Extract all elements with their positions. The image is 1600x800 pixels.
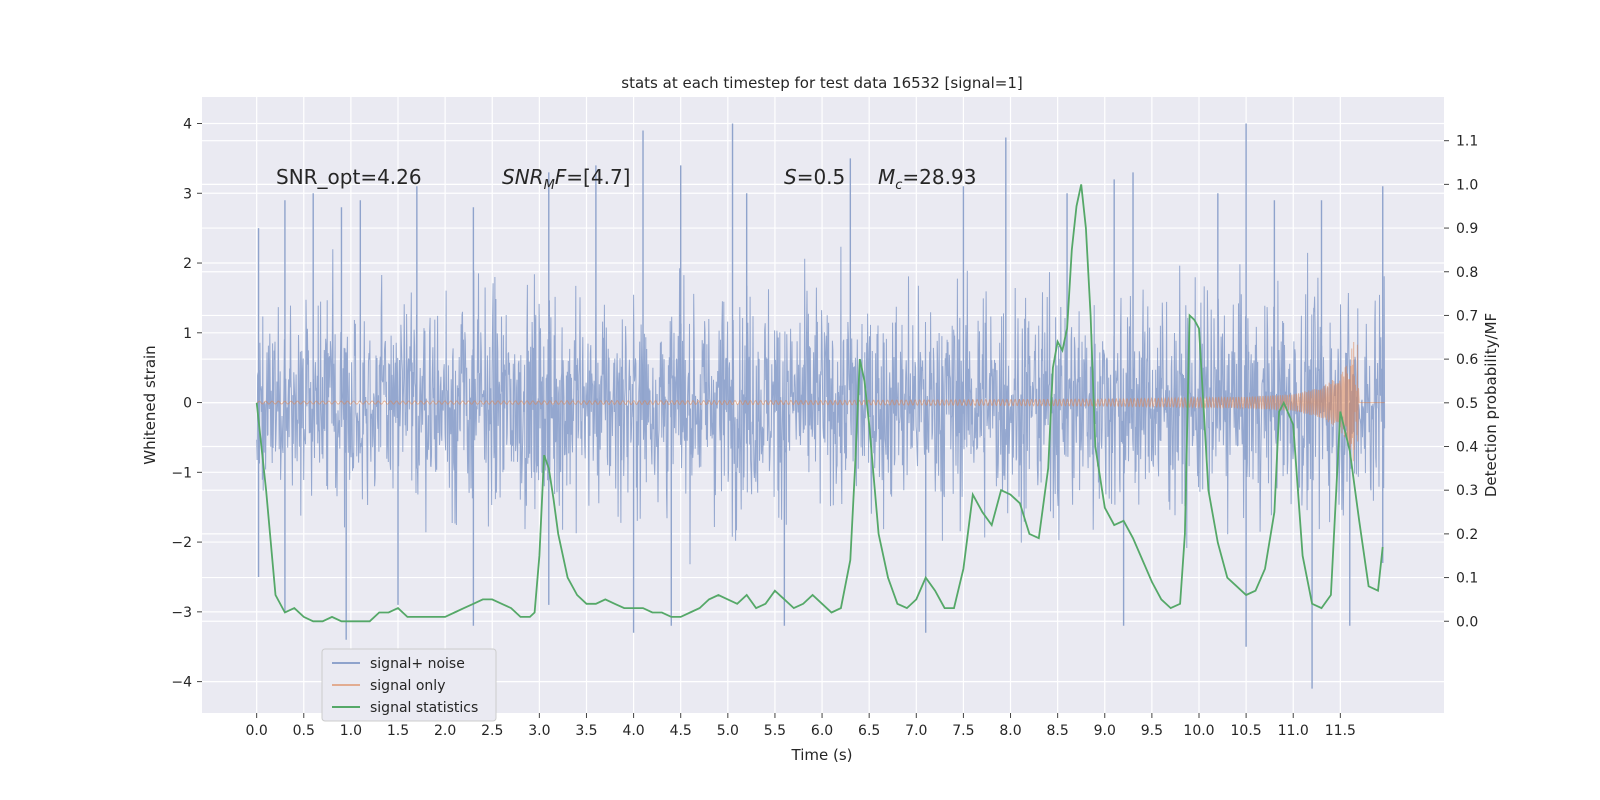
x-tick-label: 5.0 — [717, 723, 739, 739]
signal-statistics-line — [255, 184, 1384, 623]
y2-tick-label: 0.1 — [1456, 571, 1478, 587]
y2-tick-label: 0.2 — [1456, 527, 1478, 543]
y2-axis-label: Detection probability/MF — [1482, 313, 1500, 497]
y-tick-label: 3 — [183, 186, 192, 202]
y-tick-label: −3 — [171, 605, 192, 621]
y2-tick-label: 0.7 — [1456, 308, 1478, 324]
legend-label-signal-only: signal only — [370, 678, 445, 694]
y2-tick-label: 0.5 — [1456, 396, 1478, 412]
x-tick-label: 3.0 — [528, 723, 550, 739]
x-tick-label: 6.5 — [858, 723, 880, 739]
x-tick-label: 1.0 — [340, 723, 362, 739]
y-tick-label: −2 — [171, 535, 192, 551]
y2-axis-ticks: 1.1 1.0 0.9 0.8 0.7 0.6 0.5 0.4 0.3 0.2 0.1 0.0 — [1444, 134, 1478, 630]
x-tick-label: 9.5 — [1141, 723, 1163, 739]
chart-title: stats at each timestep for test data 165… — [621, 74, 1022, 92]
y-axis-label: Whitened strain — [141, 345, 159, 464]
y-tick-label: 2 — [183, 256, 192, 272]
legend-box — [321, 648, 497, 722]
annotation-mc: Mc=28.93 — [878, 165, 976, 193]
series-signal-statistics — [255, 184, 1384, 623]
y2-tick-label: 0.8 — [1456, 265, 1478, 281]
x-axis-ticks: 0.0 0.5 1.0 1.5 2.0 2.5 3.0 3.5 4.0 4.5 5.0 5.5 6.0 6… — [246, 713, 1356, 739]
x-tick-label: 2.5 — [481, 723, 503, 739]
y2-tick-label: 1.1 — [1456, 134, 1478, 150]
x-tick-label: 7.0 — [905, 723, 927, 739]
x-tick-label: 0.0 — [246, 723, 268, 739]
signal-only-trace — [256, 341, 1385, 462]
legend-label-signal-noise: signal+ noise — [370, 656, 465, 672]
x-axis-label: Time (s) — [791, 746, 853, 764]
y2-tick-label: 0.4 — [1456, 440, 1478, 456]
legend: signal+ noise signal only signal statist… — [321, 648, 497, 722]
y2-tick-label: 1.0 — [1456, 177, 1478, 193]
series-signal-noise — [256, 123, 1386, 689]
x-tick-label: 6.0 — [811, 723, 833, 739]
x-tick-label: 2.0 — [434, 723, 456, 739]
annotation-snr-opt: SNR_opt=4.26 — [276, 165, 422, 189]
y2-tick-label: 0.6 — [1456, 352, 1478, 368]
x-tick-label: 8.5 — [1047, 723, 1069, 739]
annotation-snr-mf: SNRMF=[4.7] — [502, 165, 630, 193]
x-tick-label: 5.5 — [764, 723, 786, 739]
x-tick-label: 10.5 — [1231, 723, 1262, 739]
x-tick-label: 3.5 — [575, 723, 597, 739]
annotation-s: S=0.5 — [784, 165, 845, 189]
legend-label-signal-statistics: signal statistics — [370, 700, 478, 716]
x-tick-label: 4.5 — [670, 723, 692, 739]
y-tick-label: 0 — [183, 396, 192, 412]
annotations: SNR_opt=4.26 SNRMF=[4.7] S=0.5 Mc=28.93 — [276, 165, 976, 193]
y2-tick-label: 0.9 — [1456, 221, 1478, 237]
y-tick-label: −4 — [171, 675, 192, 691]
x-tick-label: 7.5 — [952, 723, 974, 739]
x-tick-label: 11.5 — [1325, 723, 1356, 739]
series-signal-only — [256, 341, 1385, 462]
y-axis-ticks: 4 3 2 1 0 −1 −2 −3 −4 — [171, 117, 202, 691]
x-tick-label: 10.0 — [1183, 723, 1214, 739]
y-tick-label: 4 — [183, 117, 192, 133]
x-tick-label: 1.5 — [387, 723, 409, 739]
x-tick-label: 4.0 — [622, 723, 644, 739]
y2-tick-label: 0.3 — [1456, 483, 1478, 499]
y2-tick-label: 0.0 — [1456, 614, 1478, 630]
x-tick-label: 11.0 — [1278, 723, 1309, 739]
y-tick-label: 1 — [183, 326, 192, 342]
x-tick-label: 9.0 — [1094, 723, 1116, 739]
y-tick-label: −1 — [171, 465, 192, 481]
x-tick-label: 0.5 — [293, 723, 315, 739]
x-tick-label: 8.0 — [999, 723, 1021, 739]
